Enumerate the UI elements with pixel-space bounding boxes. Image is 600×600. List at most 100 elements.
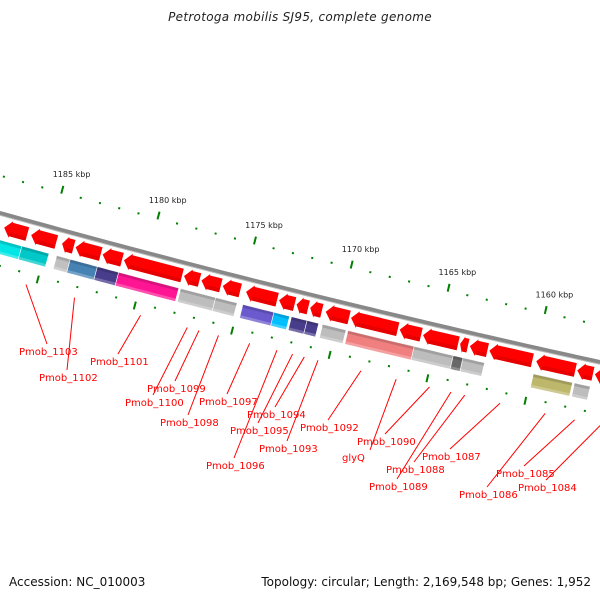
cog-block[interactable] bbox=[571, 382, 591, 401]
gene-arrow-shade bbox=[129, 264, 182, 283]
gene-track bbox=[4, 221, 600, 387]
gene-label[interactable]: Pmob_1093 bbox=[259, 444, 318, 455]
gene-label[interactable]: glyQ bbox=[342, 453, 365, 464]
gene-labels: Pmob_1103 Pmob_1102 Pmob_1101 Pmob_1099 Pmob… bbox=[19, 284, 600, 501]
gene-label[interactable]: Pmob_1088 bbox=[386, 465, 445, 476]
gene-arrow[interactable] bbox=[296, 297, 310, 315]
cog-block-bottom-shade bbox=[303, 331, 317, 337]
cog-block[interactable] bbox=[270, 311, 290, 331]
gene-label[interactable]: Pmob_1097 bbox=[199, 397, 258, 408]
cog-block-bottom-shade bbox=[319, 335, 344, 344]
minor-tick bbox=[175, 222, 179, 225]
cog-block-top-shade bbox=[452, 355, 463, 361]
cog-block[interactable] bbox=[17, 245, 50, 268]
minor-tick bbox=[195, 227, 198, 230]
inner-minor-tick bbox=[173, 311, 176, 314]
gene-label[interactable]: Pmob_1100 bbox=[125, 398, 184, 409]
inner-major-tick bbox=[425, 374, 430, 383]
gene-arrow-shade bbox=[227, 290, 240, 298]
gene-arrow-shade bbox=[251, 296, 277, 307]
label-leader-line bbox=[486, 413, 546, 488]
gene-arrow-shade bbox=[206, 285, 221, 293]
backbone-line bbox=[0, 210, 600, 365]
cog-block-top-shade bbox=[573, 383, 591, 390]
cog-block[interactable] bbox=[459, 357, 485, 377]
gene-arrow-shade bbox=[582, 374, 593, 381]
scale-label: 1165 kbp bbox=[439, 268, 477, 277]
gene-label[interactable]: Pmob_1089 bbox=[369, 482, 428, 493]
cog-block-bottom-shade bbox=[115, 282, 176, 302]
gene-arrow-shade bbox=[300, 308, 308, 315]
map-title: Petrotoga mobilis SJ95, complete genome bbox=[168, 10, 432, 24]
inner-major-tick bbox=[230, 326, 235, 335]
cog-block-top-shade bbox=[180, 288, 216, 301]
inner-minor-tick bbox=[114, 296, 118, 299]
gene-arrow[interactable] bbox=[62, 236, 76, 254]
inner-major-tick bbox=[523, 396, 528, 405]
gene-label[interactable]: Pmob_1096 bbox=[206, 461, 265, 472]
label-leader-line bbox=[369, 378, 397, 451]
cog-block-bottom-shade bbox=[18, 256, 47, 267]
cog-block[interactable] bbox=[303, 320, 320, 338]
cog-block[interactable] bbox=[318, 324, 347, 345]
cog-block-top-shade bbox=[462, 357, 485, 366]
cog-block-top-shade bbox=[290, 316, 308, 324]
minor-tick bbox=[98, 201, 102, 205]
label-leader-line bbox=[257, 353, 294, 424]
cog-block-bottom-shade bbox=[93, 277, 116, 286]
cog-block-top-shade bbox=[0, 239, 22, 249]
cog-block-bottom-shade bbox=[212, 308, 235, 317]
gene-label[interactable]: Pmob_1101 bbox=[90, 357, 149, 368]
gene-label[interactable]: Pmob_1086 bbox=[459, 490, 518, 501]
cog-block[interactable] bbox=[211, 297, 238, 317]
scale-label: 1185 kbp bbox=[53, 170, 91, 179]
cog-block-bottom-shade bbox=[571, 393, 588, 401]
cog-block[interactable] bbox=[114, 271, 180, 302]
gene-arrow-shade bbox=[428, 339, 458, 351]
gene-arrow-shade bbox=[475, 350, 487, 357]
major-tick bbox=[543, 305, 548, 315]
gene-arrow[interactable] bbox=[594, 367, 600, 387]
gene-label[interactable]: Pmob_1095 bbox=[230, 426, 289, 437]
scale-label: 1180 kbp bbox=[149, 196, 187, 205]
inner-minor-tick bbox=[17, 270, 21, 273]
gene-arrow-shade bbox=[462, 347, 468, 353]
cog-block-top-shade bbox=[242, 304, 274, 316]
cog-block-top-shade bbox=[347, 330, 415, 350]
label-leader-line bbox=[25, 284, 48, 345]
minor-tick bbox=[2, 175, 6, 178]
cog-track bbox=[0, 239, 591, 401]
gene-label[interactable]: Pmob_1085 bbox=[496, 469, 555, 480]
label-leader-line bbox=[545, 425, 600, 481]
genome-summary-text: Topology: circular; Length: 2,169,548 bp… bbox=[261, 575, 591, 589]
scale-label: 1160 kbp bbox=[536, 290, 574, 299]
minor-tick bbox=[117, 207, 121, 210]
gene-label[interactable]: Pmob_1084 bbox=[518, 483, 577, 494]
gene-label[interactable]: Pmob_1099 bbox=[147, 384, 206, 395]
gene-arrow-shade bbox=[541, 365, 575, 377]
inner-major-tick bbox=[35, 275, 40, 284]
cog-block-top-shade bbox=[306, 320, 319, 327]
scale-ticks: 1185 kbp 1180 kbp 1175 kbp 1170 kbp 1165 kbp… bbox=[0, 170, 587, 413]
backbone bbox=[0, 210, 600, 365]
cog-block-top-shade bbox=[69, 259, 98, 270]
cog-block-bottom-shade bbox=[239, 315, 272, 326]
cog-block-top-shade bbox=[413, 346, 454, 359]
gene-label[interactable]: Pmob_1090 bbox=[357, 437, 416, 448]
major-tick bbox=[349, 260, 354, 269]
gene-label[interactable]: Pmob_1094 bbox=[247, 410, 306, 421]
gene-label[interactable]: Pmob_1092 bbox=[300, 423, 359, 434]
backbone-highlight bbox=[0, 214, 600, 365]
minor-tick bbox=[137, 212, 140, 215]
cog-block[interactable] bbox=[529, 373, 573, 397]
major-tick bbox=[60, 185, 65, 194]
gene-label[interactable]: Pmob_1103 bbox=[19, 347, 78, 358]
label-leader-line bbox=[523, 419, 575, 467]
gene-label[interactable]: Pmob_1087 bbox=[422, 452, 481, 463]
gene-arrow-shade bbox=[36, 239, 56, 249]
gene-label[interactable]: Pmob_1102 bbox=[39, 373, 98, 384]
inner-minor-tick bbox=[153, 306, 157, 309]
label-leader-line bbox=[396, 391, 452, 480]
gene-label[interactable]: Pmob_1098 bbox=[160, 418, 219, 429]
